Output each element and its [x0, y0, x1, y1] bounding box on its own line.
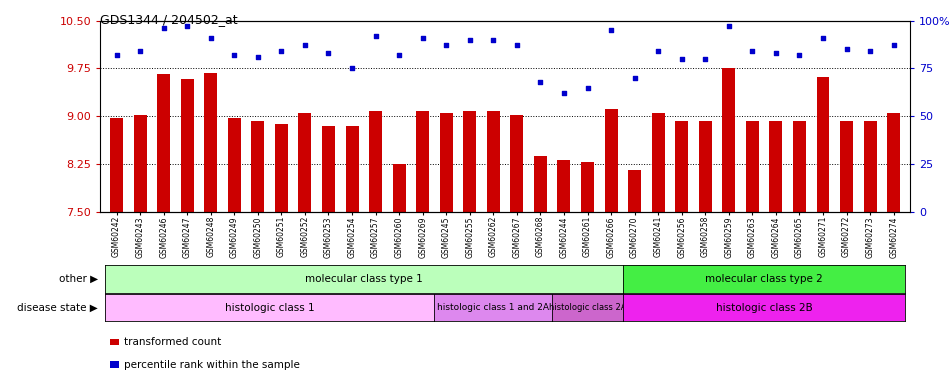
Text: GDS1344 / 204502_at: GDS1344 / 204502_at [100, 13, 237, 26]
Point [791, 52, 806, 58]
Bar [439, 113, 452, 212]
Point [486, 37, 501, 43]
Bar [722, 68, 735, 212]
Bar [510, 115, 523, 212]
Point [556, 90, 571, 96]
Bar [181, 79, 193, 212]
Bar [792, 122, 805, 212]
Bar [463, 111, 476, 212]
Bar [274, 124, 288, 212]
Text: molecular class type 2: molecular class type 2 [704, 274, 823, 284]
Point [603, 27, 618, 33]
Point [532, 79, 547, 85]
Point [156, 25, 171, 31]
Text: other ▶: other ▶ [59, 274, 98, 284]
Bar [416, 111, 428, 212]
Point [109, 52, 124, 58]
Bar [816, 77, 828, 212]
Bar [675, 121, 687, 212]
Bar [886, 113, 899, 212]
Point [462, 37, 477, 43]
Bar [251, 122, 264, 212]
Bar [745, 121, 758, 212]
Point [415, 35, 430, 41]
Text: percentile rank within the sample: percentile rank within the sample [124, 360, 300, 369]
Point [179, 23, 194, 29]
Point [721, 23, 736, 29]
Text: histologic class 2B: histologic class 2B [715, 303, 812, 313]
Text: molecular class type 1: molecular class type 1 [305, 274, 423, 284]
Bar [228, 118, 241, 212]
Bar [133, 115, 147, 212]
Text: transformed count: transformed count [124, 337, 221, 347]
Point [250, 54, 266, 60]
Point [815, 35, 830, 41]
Bar [533, 156, 546, 212]
Bar [204, 73, 217, 212]
Point [697, 56, 712, 62]
Point [344, 65, 359, 71]
Point [391, 52, 407, 58]
Bar [157, 74, 170, 212]
Bar [557, 160, 570, 212]
Bar [346, 126, 358, 212]
Bar [486, 111, 499, 212]
Point [203, 35, 218, 41]
Point [579, 85, 594, 91]
Text: histologic class 1: histologic class 1 [225, 303, 314, 313]
Bar [651, 113, 664, 212]
Point [862, 48, 877, 54]
Point [767, 50, 783, 56]
Point [273, 48, 288, 54]
Point [438, 42, 453, 48]
Bar [604, 109, 617, 212]
Bar [863, 122, 876, 212]
Point [838, 46, 853, 53]
Point [650, 48, 665, 54]
Point [132, 48, 148, 54]
Bar [392, 164, 406, 212]
Text: histologic class 1 and 2A: histologic class 1 and 2A [437, 303, 548, 312]
Bar [839, 121, 852, 212]
Point [297, 42, 312, 48]
Bar [768, 122, 782, 212]
Point [744, 48, 759, 54]
Point [673, 56, 688, 62]
Point [626, 75, 642, 81]
Point [227, 52, 242, 58]
Bar [298, 113, 311, 212]
Bar [698, 122, 711, 212]
Point [508, 42, 524, 48]
Bar [581, 162, 593, 212]
Bar [627, 170, 641, 212]
Text: disease state ▶: disease state ▶ [17, 303, 98, 313]
Point [885, 42, 901, 48]
Bar [368, 111, 382, 212]
Bar [322, 126, 334, 212]
Bar [110, 118, 123, 212]
Point [321, 50, 336, 56]
Point [367, 33, 383, 39]
Text: histologic class 2A: histologic class 2A [548, 303, 625, 312]
